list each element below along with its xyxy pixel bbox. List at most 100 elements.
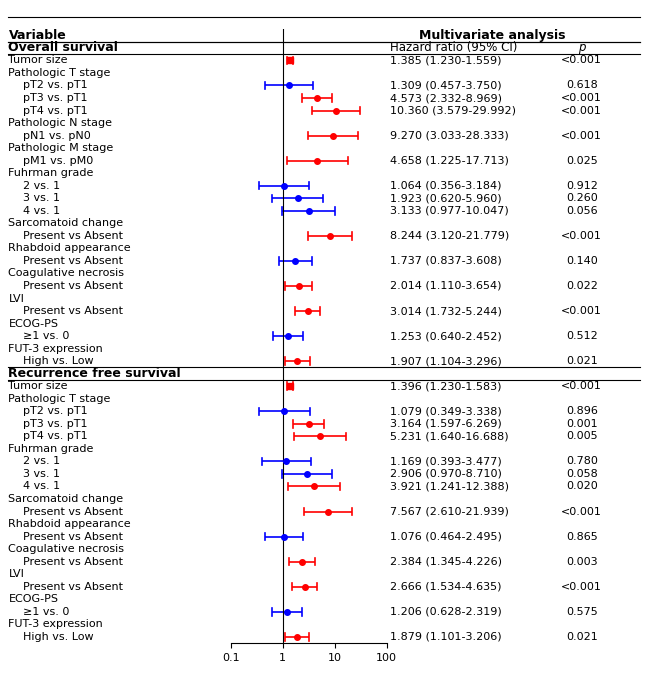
- Text: 0.020: 0.020: [566, 482, 597, 491]
- Text: Sarcomatoid change: Sarcomatoid change: [8, 218, 124, 228]
- Text: pN1 vs. pN0: pN1 vs. pN0: [23, 130, 90, 141]
- Text: Present vs Absent: Present vs Absent: [23, 556, 123, 567]
- Text: <0.001: <0.001: [562, 130, 602, 141]
- Text: 4.573 (2.332-8.969): 4.573 (2.332-8.969): [390, 93, 502, 103]
- Text: <0.001: <0.001: [562, 581, 602, 592]
- Text: <0.001: <0.001: [562, 93, 602, 103]
- Text: 5.231 (1.640-16.688): 5.231 (1.640-16.688): [390, 431, 508, 441]
- Text: Pathologic T stage: Pathologic T stage: [8, 394, 110, 404]
- Text: 2.906 (0.970-8.710): 2.906 (0.970-8.710): [390, 469, 502, 479]
- Text: High vs. Low: High vs. Low: [23, 632, 94, 642]
- Text: Present vs Absent: Present vs Absent: [23, 231, 123, 241]
- Text: <0.001: <0.001: [562, 381, 602, 392]
- Text: 9.270 (3.033-28.333): 9.270 (3.033-28.333): [390, 130, 509, 141]
- Text: Present vs Absent: Present vs Absent: [23, 256, 123, 266]
- Text: 3 vs. 1: 3 vs. 1: [23, 469, 60, 479]
- Text: Overall survival: Overall survival: [8, 42, 118, 55]
- Text: 0.022: 0.022: [566, 281, 598, 291]
- Text: 1.737 (0.837-3.608): 1.737 (0.837-3.608): [390, 256, 502, 266]
- Text: Present vs Absent: Present vs Absent: [23, 507, 123, 516]
- Text: 0.056: 0.056: [566, 206, 597, 216]
- Text: 1.206 (0.628-2.319): 1.206 (0.628-2.319): [390, 607, 502, 617]
- Text: <0.001: <0.001: [562, 55, 602, 65]
- Text: 4 vs. 1: 4 vs. 1: [23, 482, 60, 491]
- Text: Pathologic T stage: Pathologic T stage: [8, 68, 110, 78]
- Text: 10.360 (3.579-29.992): 10.360 (3.579-29.992): [390, 105, 516, 116]
- Text: pT4 vs. pT1: pT4 vs. pT1: [23, 431, 87, 441]
- Text: Present vs Absent: Present vs Absent: [23, 532, 123, 542]
- Text: 0.001: 0.001: [566, 419, 597, 429]
- Text: 4.658 (1.225-17.713): 4.658 (1.225-17.713): [390, 156, 509, 166]
- Text: ECOG-PS: ECOG-PS: [8, 319, 58, 328]
- Text: Pathologic N stage: Pathologic N stage: [8, 118, 112, 128]
- Text: 1.907 (1.104-3.296): 1.907 (1.104-3.296): [390, 356, 502, 366]
- Text: 1.076 (0.464-2.495): 1.076 (0.464-2.495): [390, 532, 502, 542]
- Text: LVI: LVI: [8, 294, 24, 304]
- Text: 0.025: 0.025: [566, 156, 597, 166]
- Text: 1.923 (0.620-5.960): 1.923 (0.620-5.960): [390, 193, 502, 203]
- Text: 3.164 (1.597-6.269): 3.164 (1.597-6.269): [390, 419, 502, 429]
- Text: 0.021: 0.021: [566, 632, 597, 642]
- Text: <0.001: <0.001: [562, 306, 602, 316]
- Text: 8.244 (3.120-21.779): 8.244 (3.120-21.779): [390, 231, 509, 241]
- Text: Rhabdoid appearance: Rhabdoid appearance: [8, 243, 131, 254]
- Text: ECOG-PS: ECOG-PS: [8, 594, 58, 604]
- Text: 3 vs. 1: 3 vs. 1: [23, 193, 60, 203]
- Text: 0.260: 0.260: [566, 193, 597, 203]
- Text: 2.666 (1.534-4.635): 2.666 (1.534-4.635): [390, 581, 502, 592]
- Text: <0.001: <0.001: [562, 105, 602, 116]
- Text: pT2 vs. pT1: pT2 vs. pT1: [23, 80, 87, 91]
- Text: Multivariate analysis: Multivariate analysis: [419, 29, 566, 42]
- Text: 1.396 (1.230-1.583): 1.396 (1.230-1.583): [390, 381, 502, 392]
- Text: FUT-3 expression: FUT-3 expression: [8, 344, 103, 353]
- Text: Hazard ratio (95% CI): Hazard ratio (95% CI): [390, 42, 517, 55]
- Text: Tumor size: Tumor size: [8, 381, 68, 392]
- Text: 1.169 (0.393-3.477): 1.169 (0.393-3.477): [390, 457, 502, 466]
- Text: Present vs Absent: Present vs Absent: [23, 581, 123, 592]
- Text: LVI: LVI: [8, 569, 24, 579]
- Text: 0.780: 0.780: [566, 457, 598, 466]
- Text: 7.567 (2.610-21.939): 7.567 (2.610-21.939): [390, 507, 509, 516]
- Text: 0.618: 0.618: [566, 80, 597, 91]
- Text: 0.512: 0.512: [566, 331, 597, 341]
- Text: 3.921 (1.241-12.388): 3.921 (1.241-12.388): [390, 482, 509, 491]
- Text: 2 vs. 1: 2 vs. 1: [23, 181, 60, 191]
- Text: <0.001: <0.001: [562, 507, 602, 516]
- Text: Pathologic M stage: Pathologic M stage: [8, 143, 114, 153]
- Text: 0.021: 0.021: [566, 356, 597, 366]
- Text: Rhabdoid appearance: Rhabdoid appearance: [8, 519, 131, 529]
- Text: Tumor size: Tumor size: [8, 55, 68, 65]
- Text: Present vs Absent: Present vs Absent: [23, 281, 123, 291]
- Text: pT2 vs. pT1: pT2 vs. pT1: [23, 406, 87, 416]
- Text: 0.005: 0.005: [566, 431, 597, 441]
- Text: Fuhrman grade: Fuhrman grade: [8, 168, 94, 178]
- Text: 2 vs. 1: 2 vs. 1: [23, 457, 60, 466]
- Text: ≥1 vs. 0: ≥1 vs. 0: [23, 607, 69, 617]
- Text: Present vs Absent: Present vs Absent: [23, 306, 123, 316]
- Text: 0.912: 0.912: [566, 181, 598, 191]
- Text: pT3 vs. pT1: pT3 vs. pT1: [23, 419, 87, 429]
- Text: 2.014 (1.110-3.654): 2.014 (1.110-3.654): [390, 281, 502, 291]
- Text: 1.879 (1.101-3.206): 1.879 (1.101-3.206): [390, 632, 502, 642]
- Text: 0.865: 0.865: [566, 532, 597, 542]
- Text: p: p: [578, 42, 586, 55]
- Text: 0.140: 0.140: [566, 256, 597, 266]
- Text: 4 vs. 1: 4 vs. 1: [23, 206, 60, 216]
- Text: 1.064 (0.356-3.184): 1.064 (0.356-3.184): [390, 181, 502, 191]
- Text: pT3 vs. pT1: pT3 vs. pT1: [23, 93, 87, 103]
- Text: Recurrence free survival: Recurrence free survival: [8, 367, 181, 380]
- Text: 0.575: 0.575: [566, 607, 597, 617]
- Text: 1.309 (0.457-3.750): 1.309 (0.457-3.750): [390, 80, 502, 91]
- Text: 0.058: 0.058: [566, 469, 597, 479]
- Text: pM1 vs. pM0: pM1 vs. pM0: [23, 156, 93, 166]
- Text: pT4 vs. pT1: pT4 vs. pT1: [23, 105, 87, 116]
- Text: High vs. Low: High vs. Low: [23, 356, 94, 366]
- Text: Coagulative necrosis: Coagulative necrosis: [8, 268, 124, 279]
- Text: 1.253 (0.640-2.452): 1.253 (0.640-2.452): [390, 331, 502, 341]
- Text: 1.385 (1.230-1.559): 1.385 (1.230-1.559): [390, 55, 502, 65]
- Text: Sarcomatoid change: Sarcomatoid change: [8, 494, 124, 504]
- Text: 2.384 (1.345-4.226): 2.384 (1.345-4.226): [390, 556, 502, 567]
- Text: Coagulative necrosis: Coagulative necrosis: [8, 544, 124, 554]
- Text: 0.003: 0.003: [566, 556, 597, 567]
- Text: ≥1 vs. 0: ≥1 vs. 0: [23, 331, 69, 341]
